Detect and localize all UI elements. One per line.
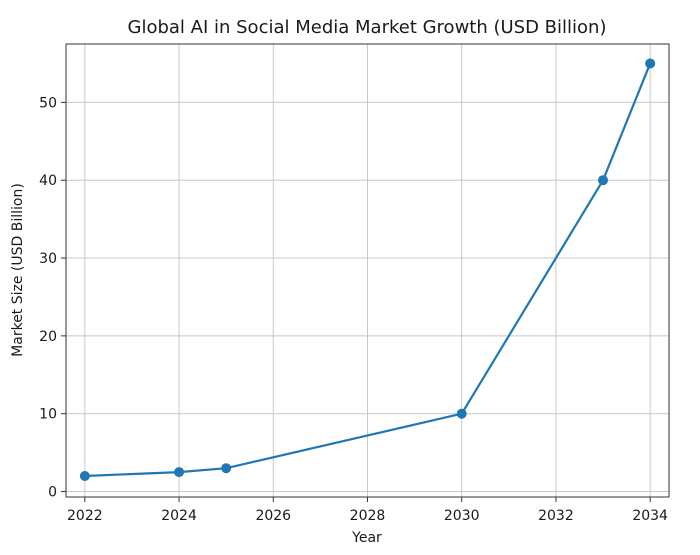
data-point-marker <box>645 58 656 69</box>
y-tick-label: 40 <box>39 173 57 189</box>
x-tick-label: 2034 <box>632 508 668 524</box>
data-point-marker <box>221 463 232 474</box>
y-tick-label: 20 <box>39 329 57 345</box>
y-tick-label: 0 <box>48 485 57 501</box>
y-tick-label: 50 <box>39 95 57 111</box>
y-tick-label: 10 <box>39 407 57 423</box>
x-tick-label: 2028 <box>350 508 386 524</box>
series-layer <box>79 58 656 481</box>
data-point-marker <box>598 175 609 186</box>
x-tick-label: 2032 <box>538 508 574 524</box>
chart-title: Global AI in Social Media Market Growth … <box>128 17 607 38</box>
data-point-marker <box>174 467 185 478</box>
series-line <box>84 63 652 478</box>
grid <box>66 44 669 497</box>
x-tick-label: 2024 <box>161 508 197 524</box>
data-point-marker <box>456 408 467 419</box>
data-point-marker <box>79 470 90 481</box>
x-tick-label: 2022 <box>67 508 103 524</box>
x-axis-label: Year <box>351 530 382 546</box>
x-tick-label: 2026 <box>255 508 291 524</box>
y-tick-label: 30 <box>39 251 57 267</box>
x-tick-label: 2030 <box>444 508 480 524</box>
y-axis-label: Market Size (USD Billion) <box>10 183 26 357</box>
